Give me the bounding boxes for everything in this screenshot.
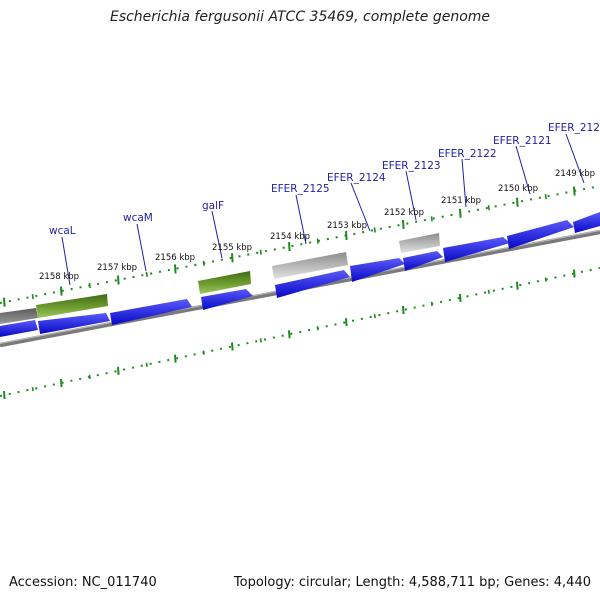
gene-track: [0, 233, 440, 324]
tick-mark: [259, 249, 262, 255]
tick-label: 2155 kbp: [212, 243, 252, 253]
tick-mark: [259, 338, 262, 343]
leader-line: [405, 170, 417, 221]
gene-label: wcaL: [49, 225, 76, 237]
gene-feature-dark: [0, 308, 38, 324]
tick-mark: [402, 219, 405, 229]
tick-mark: [373, 313, 376, 319]
cds-feature: [403, 251, 443, 271]
tick-mark: [202, 350, 205, 355]
leader-line: [61, 236, 71, 286]
tick-mark: [487, 205, 490, 211]
tick-label: 2149 kbp: [555, 169, 595, 179]
tick-label: 2152 kbp: [384, 208, 424, 218]
tick-mark: [3, 391, 6, 400]
gene-label: EFER_2123: [382, 160, 441, 172]
gene-label-lines: [61, 133, 585, 286]
tick-mark: [174, 354, 177, 363]
tick-label: 2156 kbp: [155, 253, 195, 263]
cds-feature: [275, 270, 350, 298]
gene-label: EFER_2121: [493, 135, 552, 147]
leader-line: [350, 182, 371, 232]
tick-mark: [516, 281, 519, 290]
tick-mark: [345, 230, 348, 241]
leader-line: [461, 158, 467, 208]
gene-label: galF: [202, 200, 224, 212]
tick-mark: [60, 286, 63, 296]
gene-label: wcaM: [123, 212, 153, 224]
tick-mark: [345, 318, 348, 327]
tick-mark: [174, 264, 177, 274]
tick-label: 2151 kbp: [441, 196, 481, 206]
tick-mark: [288, 330, 291, 339]
genome-summary-text: Topology: circular; Length: 4,588,711 bp…: [233, 575, 591, 590]
leader-line: [565, 133, 585, 184]
leader-line: [515, 145, 531, 195]
tick-label: 2150 kbp: [498, 184, 538, 194]
tick-mark: [402, 305, 405, 315]
gene-feature-green: [36, 294, 108, 318]
gene-feature-green: [198, 271, 251, 294]
tick-mark: [516, 197, 519, 207]
tick-labels: 2149 kbp 2150 kbp 2151 kbp 2152 kbp 2153…: [39, 169, 595, 282]
leader-line: [211, 210, 223, 259]
tick-mark: [88, 374, 91, 380]
tick-label: 2154 kbp: [270, 232, 310, 242]
tick-mark: [487, 289, 490, 294]
map-title: Escherichia fergusonii ATCC 35469, compl…: [109, 9, 491, 25]
tick-mark: [145, 362, 148, 367]
tick-mark: [316, 326, 319, 331]
tick-mark: [117, 275, 120, 285]
tick-mark: [202, 260, 205, 266]
cds-feature: [38, 313, 110, 334]
tick-mark: [544, 194, 547, 200]
gene-labels: EFER_2120 EFER_2121 EFER_2122 EFER_2123 …: [49, 122, 600, 237]
tick-mark: [3, 297, 6, 307]
gene-label: EFER_2120: [548, 122, 600, 134]
tick-mark: [231, 253, 234, 263]
accession-text: Accession: NC_011740: [9, 575, 157, 590]
tick-mark: [231, 342, 234, 351]
outer-tick-ring: [0, 185, 600, 307]
tick-mark: [430, 216, 433, 222]
tick-mark: [117, 366, 120, 375]
tick-mark: [373, 227, 376, 233]
tick-mark: [430, 301, 433, 307]
leader-line: [295, 194, 307, 245]
gene-label: EFER_2125: [271, 183, 330, 195]
tick-label: 2157 kbp: [97, 263, 137, 273]
tick-mark: [60, 378, 63, 388]
tick-mark: [573, 269, 576, 278]
cds-feature: [201, 289, 253, 310]
cds-feature: [573, 212, 600, 233]
gene-label: EFER_2124: [327, 172, 386, 184]
inner-tick-ring: [0, 267, 600, 400]
cds-track: [0, 212, 600, 337]
tick-mark: [288, 242, 291, 252]
gene-feature-gray: [272, 252, 348, 279]
cds-feature: [443, 237, 510, 262]
cds-feature: [110, 299, 192, 325]
tick-label: 2153 kbp: [327, 221, 367, 231]
tick-mark: [573, 186, 576, 196]
cds-feature: [350, 258, 405, 282]
leader-line: [136, 223, 147, 272]
tick-label: 2158 kbp: [39, 272, 79, 282]
inner-dotted-ring: [0, 267, 600, 397]
tick-mark: [544, 277, 547, 282]
tick-mark: [459, 208, 462, 218]
tick-mark: [316, 238, 319, 244]
cds-feature: [507, 220, 574, 249]
gene-label: EFER_2122: [438, 148, 497, 160]
tick-mark: [459, 293, 462, 302]
tick-mark: [145, 271, 148, 277]
tick-mark: [88, 282, 91, 289]
tick-mark: [31, 294, 34, 300]
gene-feature-gray: [399, 233, 440, 253]
cds-feature: [0, 320, 38, 337]
tick-mark: [31, 386, 34, 392]
